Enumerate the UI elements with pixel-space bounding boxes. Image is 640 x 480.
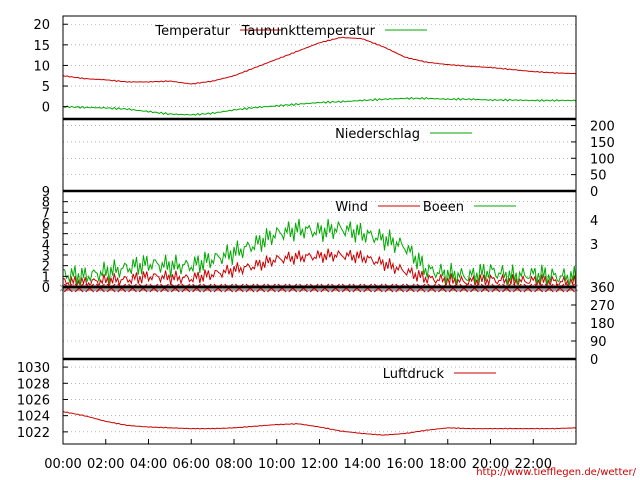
x-tick-label: 06:00 xyxy=(173,457,210,472)
y-tick-label-right: 200 xyxy=(590,120,615,135)
y-tick-label: 1026 xyxy=(17,393,50,408)
temperatur-line xyxy=(62,36,577,85)
y-tick-label: 6 xyxy=(42,217,50,232)
y-tick-label: 0 xyxy=(42,101,50,116)
y-tick-label: 10 xyxy=(33,59,50,74)
x-tick-label: 20:00 xyxy=(472,457,509,472)
y-tick-label-right: 0 xyxy=(590,185,598,200)
temperatur-legend-label: Temperatur xyxy=(154,24,230,39)
boeen-line xyxy=(62,218,577,288)
y-tick-label: 9 xyxy=(42,185,50,200)
y-tick-label-right: 0 xyxy=(590,353,598,368)
y-tick-label: 5 xyxy=(42,228,50,243)
y-tick-label: 1024 xyxy=(17,410,50,425)
niederschlag-legend-label: Niederschlag xyxy=(335,127,420,142)
y-tick-label-right: 180 xyxy=(590,317,615,332)
y-tick-label-right: 150 xyxy=(590,136,615,151)
x-tick-label: 04:00 xyxy=(130,457,167,472)
x-tick-label: 22:00 xyxy=(515,457,552,472)
y-tick-label: 7 xyxy=(42,206,50,221)
y-tick-label: 2 xyxy=(42,260,50,275)
luftdruck-legend-label: Luftdruck xyxy=(383,367,445,382)
y-tick-label-right: 360 xyxy=(590,281,615,296)
wind-legend-label: Wind xyxy=(335,200,368,215)
x-tick-label: 02:00 xyxy=(87,457,124,472)
boeen-legend-label: Boeen xyxy=(423,200,464,215)
y-tick-label: 3 xyxy=(42,249,50,264)
y-tick-label-right: 90 xyxy=(590,335,607,350)
panel-frame xyxy=(62,118,577,192)
y-tick-label: 1028 xyxy=(17,377,50,392)
y-tick-label: 1 xyxy=(42,270,50,285)
luftdruck-line xyxy=(62,411,577,436)
y-tick-label: 1022 xyxy=(17,426,50,441)
x-tick-label: 12:00 xyxy=(301,457,338,472)
y-tick-label-right: 3 xyxy=(590,238,598,253)
x-tick-label: 10:00 xyxy=(258,457,295,472)
x-tick-label: 14:00 xyxy=(344,457,381,472)
x-tick-label: 18:00 xyxy=(429,457,466,472)
x-tick-label: 16:00 xyxy=(386,457,423,472)
y-tick-label: 4 xyxy=(42,238,50,253)
y-tick-label: 20 xyxy=(33,18,50,33)
source-url[interactable]: http://www.tiefflegen.de/wetter/ xyxy=(476,467,636,478)
y-tick-label-right: 50 xyxy=(590,169,607,184)
taupunkttemperatur-line xyxy=(62,96,577,116)
x-tick-label: 08:00 xyxy=(215,457,252,472)
y-tick-label: 1030 xyxy=(17,361,50,376)
y-tick-label: 0 xyxy=(42,281,50,296)
x-tick-label: 00:00 xyxy=(44,457,81,472)
y-tick-label-right: 4 xyxy=(590,214,598,229)
taupunkttemperatur-legend-label: Taupunkttemperatur xyxy=(241,24,376,39)
y-tick-label-right: 270 xyxy=(590,299,615,314)
y-tick-label: 5 xyxy=(42,80,50,95)
y-tick-label-right: 100 xyxy=(590,152,615,167)
wind-line xyxy=(62,248,577,289)
panel-frame xyxy=(62,358,577,445)
y-tick-label: 15 xyxy=(33,39,50,54)
y-tick-label: 8 xyxy=(42,196,50,211)
